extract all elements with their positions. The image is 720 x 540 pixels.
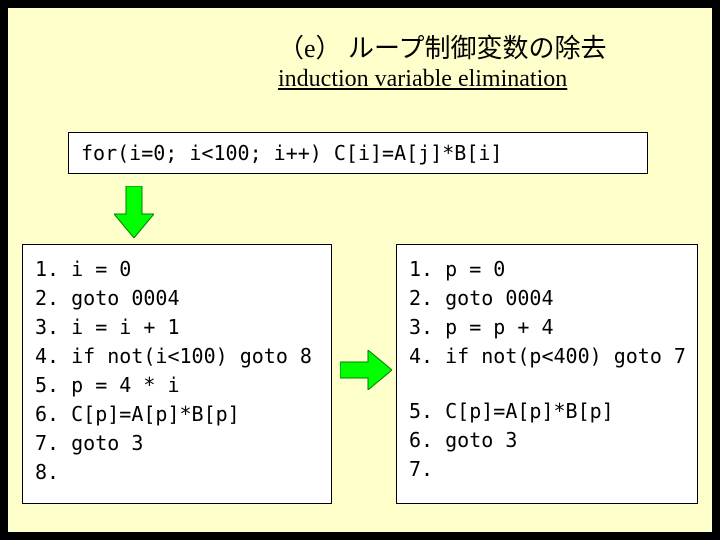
right-line-2: 2. goto 0004 [409, 284, 685, 313]
arrow-down-icon [114, 186, 154, 238]
left-line-4: 4. if not(i<100) goto 8 [35, 342, 319, 371]
right-line-5: 5. C[p]=A[p]*B[p] [409, 397, 685, 426]
arrow-right-shape [340, 350, 392, 390]
title-jp: （e） ループ制御変数の除去 [278, 32, 698, 66]
left-code-box: 1. i = 0 2. goto 0004 3. i = i + 1 4. if… [22, 244, 332, 504]
right-line-1: 1. p = 0 [409, 255, 685, 284]
right-line-7: 7. [409, 455, 685, 484]
source-code-text: for(i=0; i<100; i++) C[i]=A[j]*B[i] [81, 141, 502, 165]
left-line-2: 2. goto 0004 [35, 284, 319, 313]
left-line-8: 8. [35, 458, 319, 487]
arrow-right-icon [340, 350, 392, 390]
left-line-7: 7. goto 3 [35, 429, 319, 458]
title-block: （e） ループ制御変数の除去 induction variable elimin… [278, 32, 698, 93]
right-line-3: 3. p = p + 4 [409, 313, 685, 342]
source-code-box: for(i=0; i<100; i++) C[i]=A[j]*B[i] [68, 132, 648, 174]
right-line-4: 4. if not(p<400) goto 7 [409, 342, 685, 371]
arrow-down-shape [114, 186, 154, 238]
right-code-box: 1. p = 0 2. goto 0004 3. p = p + 4 4. if… [396, 244, 698, 504]
title-en: induction variable elimination [278, 66, 698, 93]
left-line-1: 1. i = 0 [35, 255, 319, 284]
right-line-6: 6. goto 3 [409, 426, 685, 455]
left-line-3: 3. i = i + 1 [35, 313, 319, 342]
left-line-6: 6. C[p]=A[p]*B[p] [35, 400, 319, 429]
slide-canvas: （e） ループ制御変数の除去 induction variable elimin… [8, 8, 712, 532]
right-gap [409, 371, 685, 397]
left-line-5: 5. p = 4 * i [35, 371, 319, 400]
